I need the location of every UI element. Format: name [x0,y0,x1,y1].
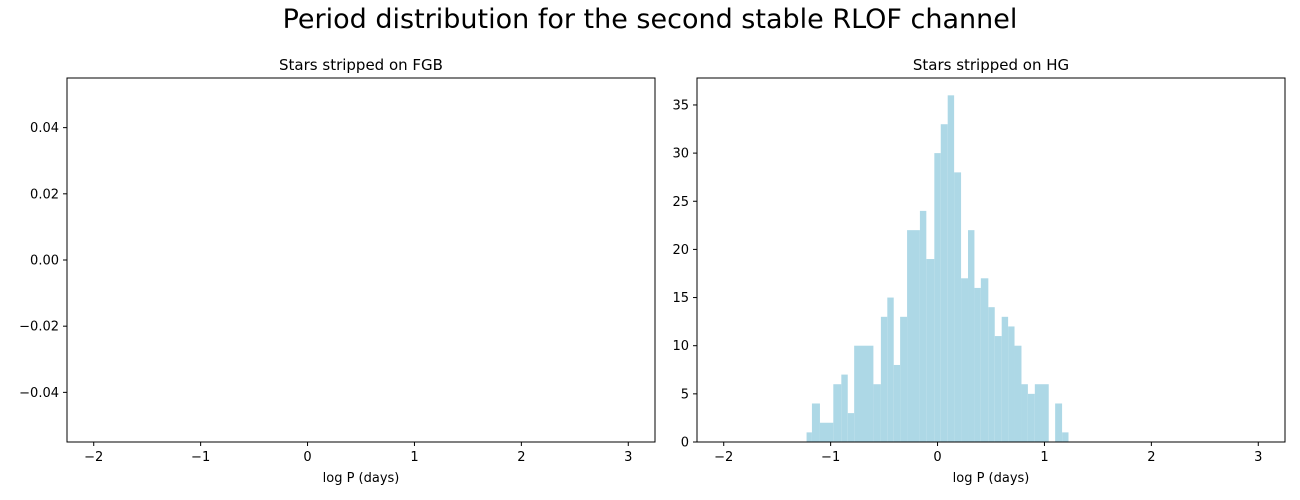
y-tick-label: 35 [672,98,689,113]
y-tick-label: 15 [672,291,689,306]
histogram-bar [880,316,888,442]
x-axis-label: log P (days) [323,471,400,486]
axes-frame [696,77,1286,443]
subplot-fgb: Stars stripped on FGB −2 −1 0 1 2 3 −0.04 −0.02 0… [19,56,656,486]
x-tick-label: −2 [84,450,103,465]
histogram-bar [833,384,842,442]
histogram-bar [974,287,981,442]
histogram-bar [1034,384,1049,442]
y-tick-label: 30 [672,147,689,162]
y-tick-label: 0.04 [30,121,59,136]
x-tick-label: −2 [714,450,733,465]
histogram-bar [811,403,820,442]
x-tick-label: 2 [517,450,525,465]
histogram-bar [940,124,948,442]
y-tick-label: 5 [681,387,689,402]
figure-title: Period distribution for the second stabl… [282,4,1018,35]
histogram-bar [968,230,975,442]
x-tick-label: 2 [1147,450,1155,465]
x-tick-label: 1 [1040,450,1048,465]
histogram-bar [907,230,920,442]
histogram-bar [1014,345,1022,442]
histogram-bar [1021,384,1028,442]
y-tick-label: 20 [672,243,689,258]
x-tick-label: 3 [624,450,632,465]
y-tick-label: 0 [681,436,689,451]
subplot-title: Stars stripped on FGB [279,56,443,74]
histogram-bar [980,278,989,442]
x-tick-label: 1 [410,450,418,465]
histogram-bar [1027,393,1035,442]
histogram-bar [847,413,855,442]
histogram-bar [1008,326,1015,442]
y-tick-label: 0.00 [30,254,59,269]
histogram-bar [1001,316,1009,442]
histogram-bar [954,172,962,443]
subplot-title: Stars stripped on HG [913,56,1069,74]
axes-frame [66,77,656,443]
x-tick-label: 0 [933,450,941,465]
histogram-bar [873,384,881,442]
histogram-bar [854,345,874,442]
y-tick-label: −0.02 [19,320,59,335]
histogram-bar [806,432,812,442]
histogram-bar [961,278,969,442]
y-tick-label: −0.04 [19,386,59,401]
x-tick-label: 3 [1254,450,1262,465]
histogram-bar [994,336,1002,442]
x-tick-label: 0 [303,450,311,465]
x-axis-label: log P (days) [953,471,1030,486]
histogram-bar [900,316,908,442]
x-tick-label: −1 [821,450,840,465]
histogram-bar [919,210,927,442]
x-tick-label: −1 [191,450,210,465]
histogram-bar [841,374,848,442]
subplot-hg: Stars stripped on HG−2 −1 0 1 2 3051015202530… [672,56,1286,486]
histogram-bar [819,422,834,442]
histogram-bar [934,153,941,442]
histogram-bar [947,95,955,442]
y-tick-label: 10 [672,339,689,354]
histogram-bar [887,297,894,442]
histogram-bar [893,364,901,442]
histogram-bar [926,259,935,442]
histogram-bar [1062,432,1069,442]
y-tick-label: 25 [672,195,689,210]
histogram-bar [1055,403,1063,442]
y-tick-label: 0.02 [30,187,59,202]
histogram-bar [988,307,995,442]
